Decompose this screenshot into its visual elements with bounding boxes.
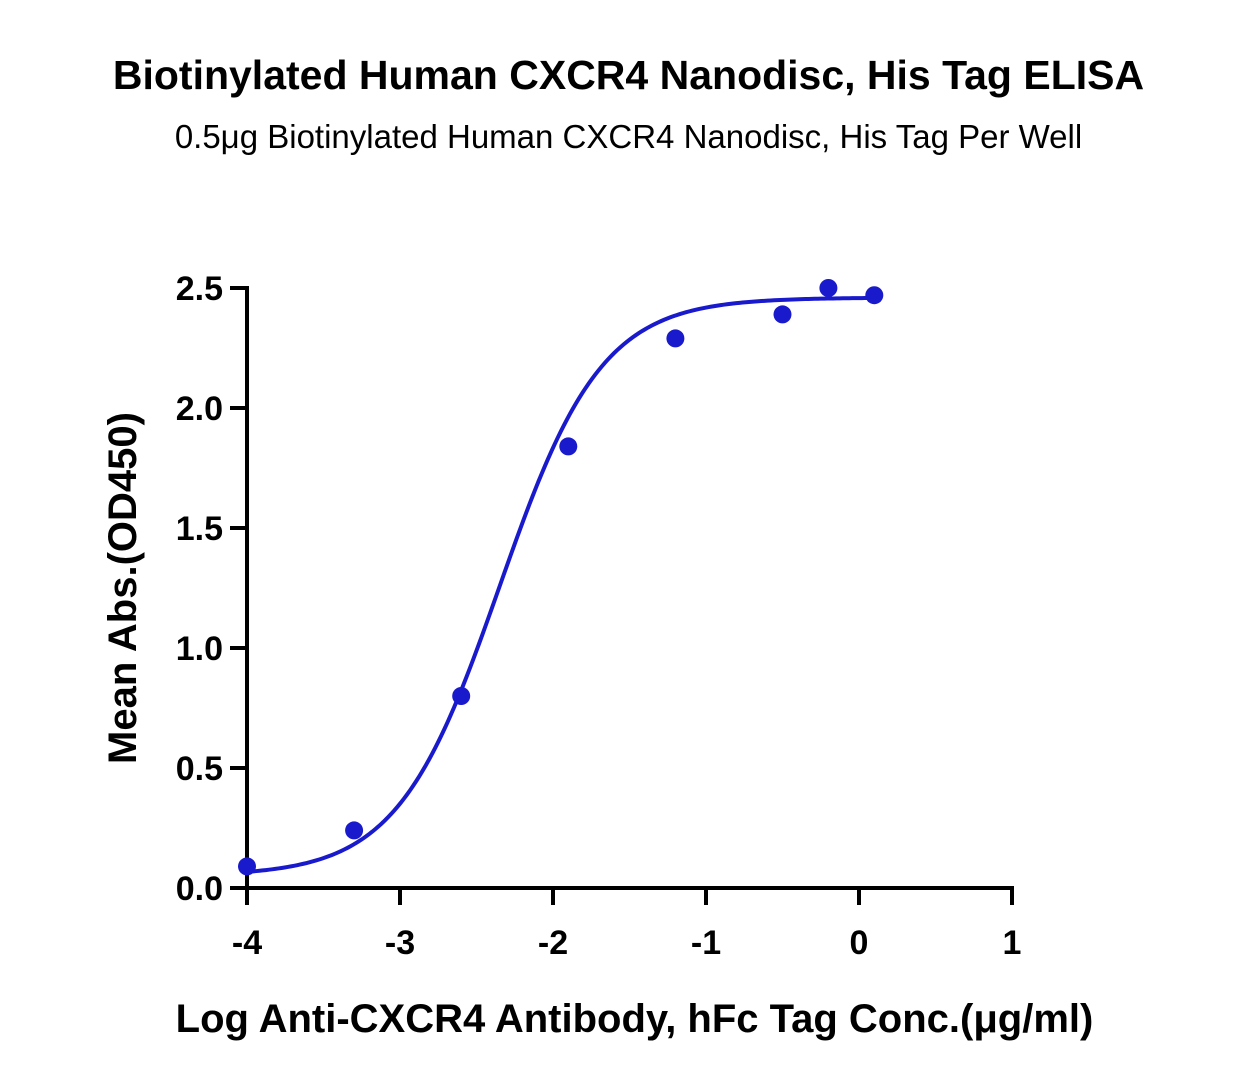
data-point: [865, 286, 884, 305]
fit-curve: [246, 295, 875, 874]
x-axis-title: Log Anti-CXCR4 Antibody, hFc Tag Conc.(μ…: [176, 997, 1094, 1041]
x-tick-label: -1: [691, 924, 721, 962]
data-point: [666, 329, 685, 348]
y-tick-label: 2.5: [176, 270, 223, 308]
x-tick-label: -4: [232, 924, 262, 962]
chart-subtitle: 0.5μg Biotinylated Human CXCR4 Nanodisc,…: [174, 118, 1083, 155]
data-points-layer: [238, 279, 884, 876]
x-tick-label: 1: [1003, 924, 1022, 962]
y-tick-label: 0.5: [176, 750, 223, 788]
data-point: [773, 305, 792, 324]
x-tick-label: -3: [385, 924, 415, 962]
axes: [230, 286, 1014, 905]
x-tick-label: -2: [538, 924, 568, 962]
y-tick-label: 0.0: [176, 870, 223, 908]
data-point: [345, 821, 364, 840]
x-tick-label: 0: [850, 924, 869, 962]
fit-curve-layer: [246, 295, 875, 874]
y-tick-label: 2.0: [176, 390, 223, 428]
data-point: [452, 687, 471, 705]
y-tick-label: 1.5: [176, 510, 223, 548]
data-point: [238, 857, 256, 876]
y-tick-label: 1.0: [176, 630, 223, 668]
y-axis-title: Mean Abs.(OD450): [101, 412, 145, 764]
data-point: [819, 279, 838, 297]
axis-labels-layer: 0.0 0.5 1.0 1.5 2.0 2.5 -4 -3 -2 -1 0 1 Log Anti-CXC…: [101, 270, 1093, 1041]
data-point: [559, 437, 578, 456]
chart-title: Biotinylated Human CXCR4 Nanodisc, His T…: [112, 52, 1145, 98]
